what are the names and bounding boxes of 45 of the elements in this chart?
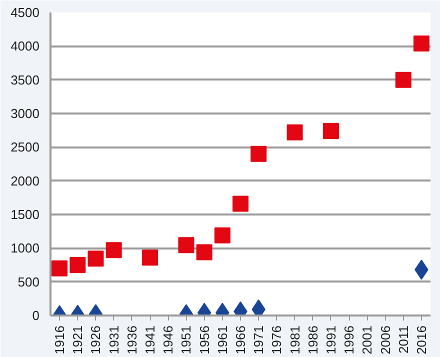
y-tick-label: 3500 <box>10 72 40 88</box>
point <box>196 244 212 260</box>
point <box>413 35 430 52</box>
point <box>286 124 303 140</box>
x-tick-label: 1951 <box>178 326 194 354</box>
point <box>142 250 158 266</box>
x-tick-label: 1971 <box>251 326 266 354</box>
point <box>178 237 194 254</box>
y-tick-label: 0 <box>32 308 40 323</box>
x-tick-label: 1981 <box>287 326 302 354</box>
x-tick-label: 1956 <box>196 326 212 354</box>
x-tick-label: 1941 <box>142 326 158 354</box>
y-tick-label: 4000 <box>10 38 40 54</box>
point <box>232 196 248 212</box>
y-tick-label: 2500 <box>10 140 40 155</box>
x-tick-label: 1991 <box>323 326 338 354</box>
point <box>250 146 267 162</box>
x-tick-label: 2011 <box>396 325 411 354</box>
point <box>52 260 68 276</box>
point <box>88 250 104 267</box>
x-tick-label: 1921 <box>70 326 86 354</box>
y-tick-label: 1000 <box>10 240 40 256</box>
x-tick-label: 1976 <box>269 326 284 354</box>
x-tick-label: 1966 <box>233 326 248 354</box>
point <box>106 242 122 258</box>
x-tick-label: 1961 <box>214 326 230 354</box>
point <box>322 123 339 140</box>
x-tick-label: 2006 <box>378 326 393 354</box>
y-tick-label: 1500 <box>10 207 40 222</box>
x-tick-label: 1946 <box>160 326 176 354</box>
x-tick-label: 1926 <box>88 326 104 354</box>
point <box>395 72 412 88</box>
x-tick-label: 1996 <box>342 326 357 354</box>
y-tick-label: 2000 <box>10 173 40 188</box>
x-tick-label: 1931 <box>106 326 122 354</box>
x-tick-label: 1916 <box>52 326 68 354</box>
x-tick-label: 1986 <box>305 326 320 354</box>
y-tick-label: 3000 <box>10 106 40 121</box>
y-tick-label: 500 <box>18 274 40 290</box>
point <box>214 227 230 244</box>
x-tick-label: 2016 <box>414 326 429 354</box>
x-tick-label: 1936 <box>124 326 140 354</box>
y-tick-label: 4500 <box>10 5 40 20</box>
x-tick-label: 2001 <box>360 326 375 354</box>
point <box>70 257 86 273</box>
